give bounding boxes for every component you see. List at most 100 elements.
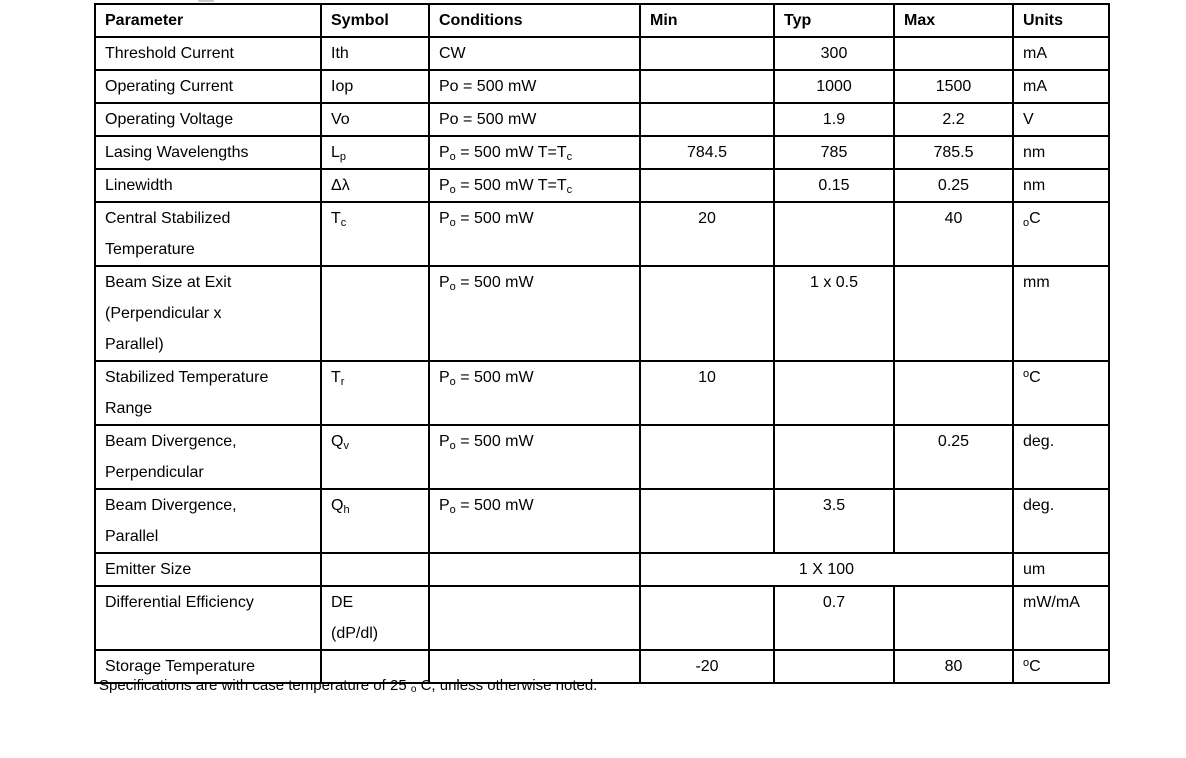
- table-row: Linewidth Δλ Po = 500 mW T=Tc 0.15 0.25 nm: [94, 168, 1110, 203]
- table-row: Operating Voltage Vo Po = 500 mW 1.9 2.2 V: [94, 102, 1110, 137]
- table-row: Emitter Size 1 X 100 um: [94, 552, 1110, 587]
- cell-typ: 3.5: [773, 488, 895, 554]
- cell-symbol: Ith: [320, 36, 430, 71]
- cell-max: [893, 360, 1014, 426]
- cell-typ: 785: [773, 135, 895, 170]
- table-row: Storage Temperature -20 80 oC: [94, 649, 1110, 684]
- cell-conditions: Po = 500 mW T=Tc: [428, 168, 641, 203]
- cell-units: mA: [1012, 69, 1110, 104]
- page-edge-artifact: [198, 0, 214, 2]
- cell-typ: 1.9: [773, 102, 895, 137]
- cell-units: deg.: [1012, 424, 1110, 490]
- cell-conditions: CW: [428, 36, 641, 71]
- column-header-min: Min: [639, 3, 775, 38]
- cell-parameter: Beam Divergence, Perpendicular: [94, 424, 322, 490]
- cell-min: [639, 424, 775, 490]
- cell-parameter: Threshold Current: [94, 36, 322, 71]
- table-row: Beam Divergence, Parallel Qh Po = 500 mW 3.…: [94, 488, 1110, 554]
- column-header-max: Max: [893, 3, 1014, 38]
- cell-max: 785.5: [893, 135, 1014, 170]
- cell-units: um: [1012, 552, 1110, 587]
- cell-conditions: Po = 500 mW: [428, 360, 641, 426]
- cell-units: mA: [1012, 36, 1110, 71]
- cell-max: 0.25: [893, 168, 1014, 203]
- cell-max: [893, 585, 1014, 651]
- column-header-symbol: Symbol: [320, 3, 430, 38]
- cell-min: [639, 69, 775, 104]
- cell-units: deg.: [1012, 488, 1110, 554]
- cell-parameter: Linewidth: [94, 168, 322, 203]
- cell-conditions: Po = 500 mW: [428, 102, 641, 137]
- cell-conditions: Po = 500 mW: [428, 69, 641, 104]
- table-row: Beam Divergence, Perpendicular Qv Po = 500…: [94, 424, 1110, 490]
- cell-conditions: Po = 500 mW: [428, 265, 641, 362]
- cell-min: 10: [639, 360, 775, 426]
- cell-max: 40: [893, 201, 1014, 267]
- cell-parameter: Central Stabilized Temperature: [94, 201, 322, 267]
- cell-min: [639, 168, 775, 203]
- footnote-text: Specifications are with case temperature…: [99, 677, 598, 695]
- cell-units: oC: [1012, 201, 1110, 267]
- cell-parameter: Emitter Size: [94, 552, 322, 587]
- table-row: Differential Efficiency DE (dP/dl) 0.7 mW/mA: [94, 585, 1110, 651]
- table-row: Central Stabilized Temperature Tc Po = 500…: [94, 201, 1110, 267]
- cell-symbol: [320, 552, 430, 587]
- cell-max: 2.2: [893, 102, 1014, 137]
- cell-symbol: Δλ: [320, 168, 430, 203]
- cell-symbol: Qv: [320, 424, 430, 490]
- cell-min: 784.5: [639, 135, 775, 170]
- cell-max: 1500: [893, 69, 1014, 104]
- cell-min: -20: [639, 649, 775, 684]
- cell-min: [639, 265, 775, 362]
- cell-max: [893, 488, 1014, 554]
- cell-symbol: DE (dP/dl): [320, 585, 430, 651]
- table-row: Beam Size at Exit (Perpendicular x Paral…: [94, 265, 1110, 362]
- cell-max: [893, 265, 1014, 362]
- cell-conditions: [428, 585, 641, 651]
- cell-conditions: Po = 500 mW T=Tc: [428, 135, 641, 170]
- cell-min_typ_max: 1 X 100: [639, 552, 1014, 587]
- cell-units: oC: [1012, 649, 1110, 684]
- cell-symbol: Tc: [320, 201, 430, 267]
- cell-units: mW/mA: [1012, 585, 1110, 651]
- cell-symbol: [320, 265, 430, 362]
- cell-min: 20: [639, 201, 775, 267]
- cell-symbol: Lp: [320, 135, 430, 170]
- cell-symbol: [320, 649, 430, 684]
- cell-units: nm: [1012, 135, 1110, 170]
- cell-typ: 0.7: [773, 585, 895, 651]
- cell-parameter: Beam Divergence, Parallel: [94, 488, 322, 554]
- cell-symbol: Tr: [320, 360, 430, 426]
- cell-typ: [773, 424, 895, 490]
- spec-table: Parameter Symbol Conditions Min Typ Max Units …: [94, 3, 1110, 684]
- cell-parameter: Storage Temperature: [94, 649, 322, 684]
- cell-max: 0.25: [893, 424, 1014, 490]
- table-row: Threshold Current Ith CW 300 mA: [94, 36, 1110, 71]
- cell-typ: 1000: [773, 69, 895, 104]
- column-header-parameter: Parameter: [94, 3, 322, 38]
- cell-conditions: Po = 500 mW: [428, 201, 641, 267]
- cell-parameter: Lasing Wavelengths: [94, 135, 322, 170]
- cell-units: nm: [1012, 168, 1110, 203]
- cell-units: mm: [1012, 265, 1110, 362]
- cell-symbol: Qh: [320, 488, 430, 554]
- cell-typ: 300: [773, 36, 895, 71]
- cell-parameter: Stabilized Temperature Range: [94, 360, 322, 426]
- cell-units: oC: [1012, 360, 1110, 426]
- cell-conditions: [428, 552, 641, 587]
- column-header-typ: Typ: [773, 3, 895, 38]
- spec-table-body: Threshold Current Ith CW 300 mA Operating Cur…: [94, 36, 1110, 684]
- cell-conditions: [428, 649, 641, 684]
- cell-symbol: Vo: [320, 102, 430, 137]
- cell-units: V: [1012, 102, 1110, 137]
- cell-min: [639, 102, 775, 137]
- cell-typ: [773, 201, 895, 267]
- cell-min: [639, 36, 775, 71]
- cell-min: [639, 585, 775, 651]
- cell-max: 80: [893, 649, 1014, 684]
- cell-conditions: Po = 500 mW: [428, 424, 641, 490]
- column-header-units: Units: [1012, 3, 1110, 38]
- cell-min: [639, 488, 775, 554]
- cell-typ: 1 x 0.5: [773, 265, 895, 362]
